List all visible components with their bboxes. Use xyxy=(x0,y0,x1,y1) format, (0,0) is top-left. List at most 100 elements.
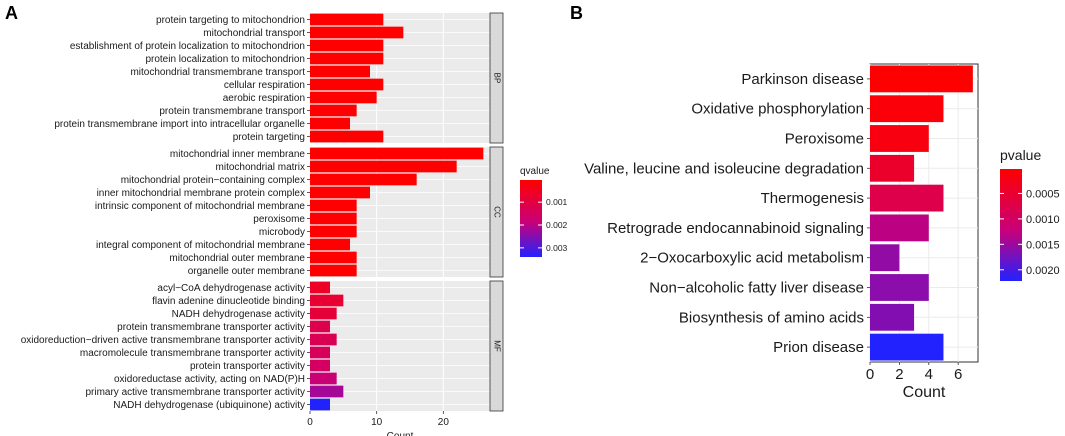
category-label: mitochondrial protein−containing complex xyxy=(121,175,305,186)
bar xyxy=(870,154,915,182)
category-label: Valine, leucine and isoleucine degradati… xyxy=(584,160,864,177)
category-label: protein transmembrane transporter activi… xyxy=(117,322,305,333)
bar xyxy=(310,359,330,372)
bar xyxy=(870,333,944,361)
x-tick-label: 6 xyxy=(954,366,962,383)
category-label: inner mitochondrial membrane protein com… xyxy=(97,188,305,199)
bar xyxy=(310,307,337,320)
category-label: organelle outer membrane xyxy=(188,266,306,277)
category-label: flavin adenine dinucleotide binding xyxy=(152,296,305,307)
bar xyxy=(310,346,330,359)
category-label: protein transmembrane transport xyxy=(159,106,305,117)
bar xyxy=(310,264,357,277)
category-label: mitochondrial matrix xyxy=(216,162,305,173)
bar xyxy=(310,238,350,251)
bar xyxy=(310,199,357,212)
bar xyxy=(310,251,357,264)
bar xyxy=(310,117,350,130)
category-label: protein targeting to mitochondrion xyxy=(156,15,305,26)
bar xyxy=(310,398,330,411)
bar xyxy=(310,320,330,333)
category-label: protein targeting xyxy=(233,132,305,143)
bar xyxy=(310,173,417,186)
bar xyxy=(310,52,384,65)
bar xyxy=(310,91,377,104)
category-label: aerobic respiration xyxy=(223,93,305,104)
category-label: acyl−CoA dehydrogenase activity xyxy=(157,283,305,294)
category-label: peroxisome xyxy=(253,214,305,225)
category-label: protein transmembrane import into intrac… xyxy=(54,119,305,130)
bar xyxy=(310,147,484,160)
category-label: mitochondrial transmembrane transport xyxy=(130,67,305,78)
x-tick-label: 0 xyxy=(307,417,313,428)
x-tick-label: 2 xyxy=(895,366,903,383)
bar xyxy=(310,26,404,39)
category-label: cellular respiration xyxy=(224,80,305,91)
bar xyxy=(870,95,944,123)
category-label: mitochondrial inner membrane xyxy=(170,149,306,160)
facet-strip-label: BP xyxy=(492,73,501,84)
bar xyxy=(870,125,929,152)
x-tick-label: 4 xyxy=(925,366,933,383)
category-label: NADH dehydrogenase (ubiquinone) activity xyxy=(113,400,305,411)
bar xyxy=(310,13,384,26)
bar xyxy=(310,78,384,91)
bar xyxy=(310,281,330,294)
bar xyxy=(870,65,973,93)
legend-tick-label: 0.003 xyxy=(546,243,568,253)
category-label: Thermogenesis xyxy=(761,190,864,207)
category-label: Peroxisome xyxy=(785,131,864,148)
category-label: 2−Oxocarboxylic acid metabolism xyxy=(640,250,864,267)
x-tick-label: 10 xyxy=(371,417,383,428)
facet-strip-label: CC xyxy=(492,206,501,218)
legend-tick-label: 0.0015 xyxy=(1026,239,1060,251)
category-label: Parkinson disease xyxy=(741,71,864,88)
legend-title: qvalue xyxy=(520,166,550,177)
bar xyxy=(310,294,344,307)
facet-strip xyxy=(489,12,504,144)
legend-tick-label: 0.002 xyxy=(546,220,568,230)
category-label: mitochondrial outer membrane xyxy=(169,253,305,264)
category-label: Prion disease xyxy=(773,339,864,356)
x-tick-label: 20 xyxy=(438,417,450,428)
category-label: Retrograde endocannabinoid signaling xyxy=(607,220,864,237)
x-axis-title: Count xyxy=(903,384,946,401)
category-label: macromolecule transmembrane transporter … xyxy=(80,348,305,359)
panel-b-letter: B xyxy=(570,3,583,23)
panel-a-letter: A xyxy=(5,3,18,23)
bar xyxy=(870,244,900,272)
bar xyxy=(310,160,457,173)
category-label: protein localization to mitochondrion xyxy=(145,54,305,65)
legend-tick-label: 0.001 xyxy=(546,197,568,207)
bar xyxy=(870,214,929,242)
bar xyxy=(310,212,357,225)
category-label: Biosynthesis of amino acids xyxy=(679,309,864,326)
category-label: intrinsic component of mitochondrial mem… xyxy=(95,201,306,212)
legend-tick-label: 0.0010 xyxy=(1026,214,1060,226)
category-label: oxidoreduction−driven active transmembra… xyxy=(21,335,305,346)
category-label: establishment of protein localization to… xyxy=(70,41,305,52)
facet-strip xyxy=(489,146,504,278)
category-label: protein transporter activity xyxy=(190,361,305,372)
bar xyxy=(310,104,357,117)
bar xyxy=(870,274,929,301)
bar xyxy=(310,65,370,78)
legend-title: pvalue xyxy=(1000,147,1041,163)
legend-colorbar xyxy=(520,180,542,257)
legend-tick-label: 0.0020 xyxy=(1026,265,1060,277)
category-label: oxidoreductase activity, acting on NAD(P… xyxy=(114,374,305,385)
category-label: integral component of mitochondrial memb… xyxy=(96,240,305,251)
category-label: mitochondrial transport xyxy=(203,28,305,39)
panel-a-plot: protein targeting to mitochondrion mitoch… xyxy=(21,12,568,436)
x-tick-label: 0 xyxy=(866,366,874,383)
category-label: Oxidative phosphorylation xyxy=(691,101,864,118)
facet-strip-label: MF xyxy=(492,340,501,352)
panel-b-plot: Parkinson disease Oxidative phosphorylati… xyxy=(584,63,1060,401)
category-label: microbody xyxy=(259,227,305,238)
facet-strip xyxy=(489,280,504,412)
bar xyxy=(310,39,384,52)
legend-tick-label: 0.0005 xyxy=(1026,188,1060,200)
category-label: primary active transmembrane transporter… xyxy=(85,387,305,398)
bar xyxy=(310,225,357,238)
